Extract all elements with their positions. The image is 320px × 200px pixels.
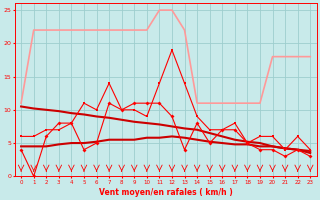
X-axis label: Vent moyen/en rafales ( km/h ): Vent moyen/en rafales ( km/h ) — [99, 188, 233, 197]
